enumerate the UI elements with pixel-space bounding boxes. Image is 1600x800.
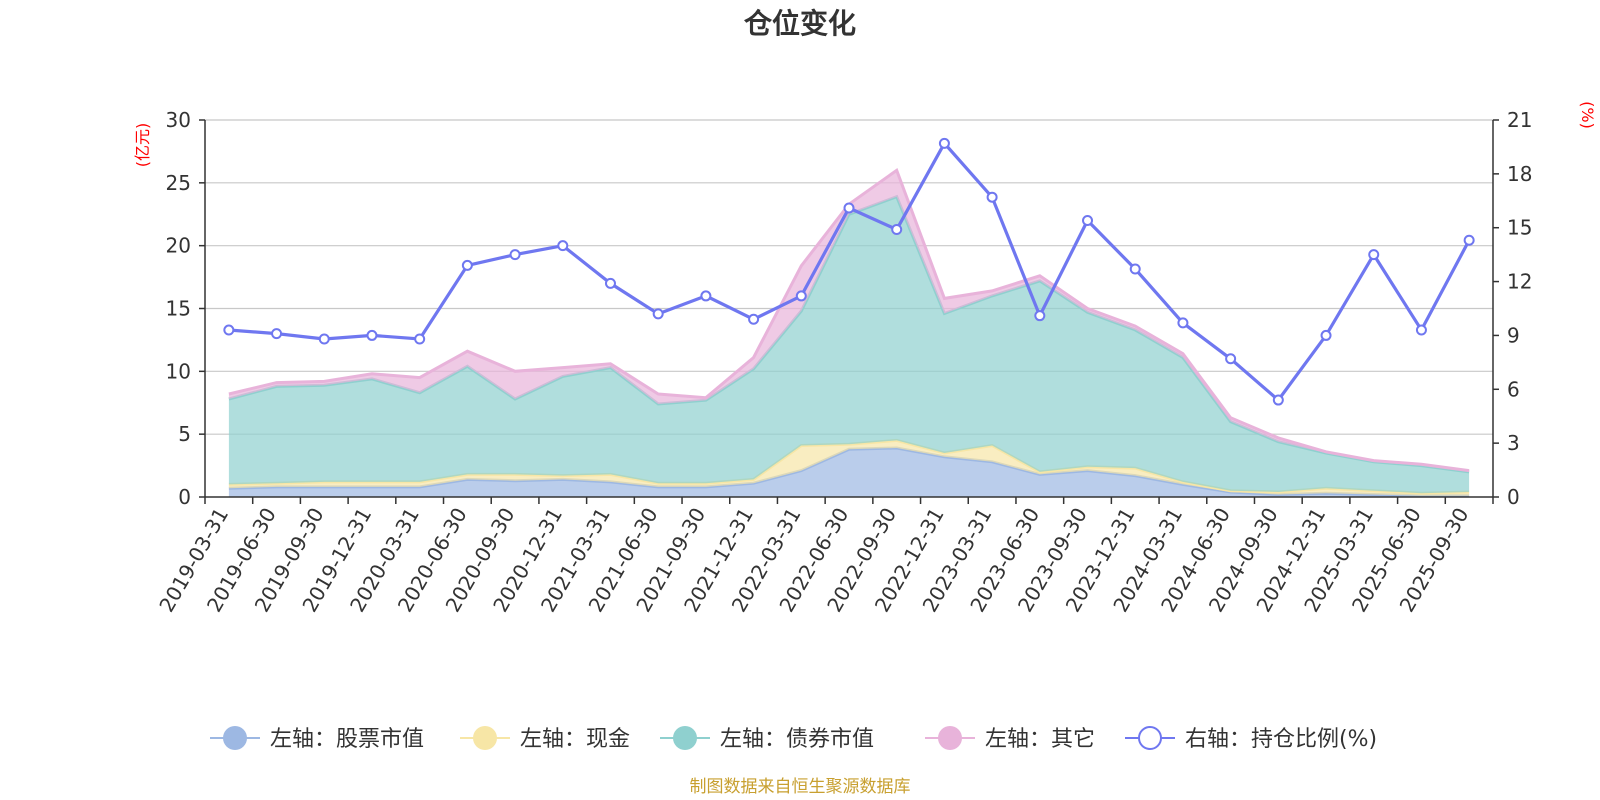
legend-item[interactable]: 左轴：现金 xyxy=(460,726,630,752)
ratio-point[interactable] xyxy=(1177,317,1189,329)
ratio-point[interactable] xyxy=(938,137,950,149)
line-series xyxy=(223,137,1475,406)
ratio-point[interactable] xyxy=(223,324,235,336)
ratio-point[interactable] xyxy=(1415,324,1427,336)
area-左轴：股票市值 xyxy=(228,448,1470,497)
ratio-point[interactable] xyxy=(366,329,378,341)
left-axis-ticks: 0 5 10 15 20 25 30 xyxy=(166,108,205,509)
ratio-point[interactable] xyxy=(986,191,998,203)
right-tick-label: 0 xyxy=(1507,485,1520,509)
ratio-point[interactable] xyxy=(700,290,712,302)
right-axis-ticks: 0 3 6 9 12 15 18 21 xyxy=(1493,108,1532,509)
right-tick-label: 15 xyxy=(1507,216,1532,240)
left-tick-label: 0 xyxy=(178,485,191,509)
left-tick-label: 25 xyxy=(166,171,191,195)
legend-marker xyxy=(938,726,962,750)
ratio-point[interactable] xyxy=(1463,234,1475,246)
ratio-point[interactable] xyxy=(1320,329,1332,341)
ratio-point[interactable] xyxy=(1272,394,1284,406)
ratio-point[interactable] xyxy=(795,290,807,302)
ratio-point[interactable] xyxy=(318,333,330,345)
ratio-point[interactable] xyxy=(1129,263,1141,275)
ratio-point[interactable] xyxy=(1034,310,1046,322)
legend[interactable]: 左轴：股票市值 左轴：现金 左轴：债券市值 左轴：其它 右轴：持仓比例(%) xyxy=(210,726,1377,752)
ratio-point[interactable] xyxy=(748,313,760,325)
x-axis-ticks: 2019-03-312019-06-302019-09-302019-12-31… xyxy=(154,497,1494,616)
source-note: 制图数据来自恒生聚源数据库 xyxy=(690,777,911,797)
ratio-point[interactable] xyxy=(843,202,855,214)
legend-label: 右轴：持仓比例(%) xyxy=(1185,727,1377,752)
right-tick-label: 18 xyxy=(1507,162,1532,186)
left-tick-label: 5 xyxy=(178,422,191,446)
legend-marker xyxy=(673,726,697,750)
ratio-point[interactable] xyxy=(1368,249,1380,261)
legend-item[interactable]: 左轴：股票市值 xyxy=(210,726,424,752)
ratio-point[interactable] xyxy=(461,259,473,271)
ratio-point[interactable] xyxy=(1225,353,1237,365)
ratio-point[interactable] xyxy=(891,224,903,236)
legend-item[interactable]: 右轴：持仓比例(%) xyxy=(1125,726,1377,752)
right-axis-unit: (%) xyxy=(1578,101,1597,129)
legend-marker xyxy=(1138,726,1162,750)
right-tick-label: 12 xyxy=(1507,270,1532,294)
legend-item[interactable]: 左轴：其它 xyxy=(925,726,1095,752)
right-tick-label: 21 xyxy=(1507,108,1532,132)
right-tick-label: 9 xyxy=(1507,323,1520,347)
legend-label: 左轴：其它 xyxy=(985,727,1095,752)
right-tick-label: 3 xyxy=(1507,431,1520,455)
chart-title: 仓位变化 xyxy=(744,7,856,40)
left-axis-unit: (亿元) xyxy=(133,123,152,168)
ratio-point[interactable] xyxy=(414,333,426,345)
ratio-point[interactable] xyxy=(652,308,664,320)
ratio-point[interactable] xyxy=(557,240,569,252)
ratio-point[interactable] xyxy=(271,328,283,340)
left-tick-label: 10 xyxy=(166,359,191,383)
ratio-point[interactable] xyxy=(509,249,521,261)
area-左轴：债券市值 xyxy=(228,196,1470,494)
legend-item[interactable]: 左轴：债券市值 xyxy=(660,726,874,752)
area-series xyxy=(228,167,1470,498)
ratio-point[interactable] xyxy=(1082,215,1094,227)
ratio-point[interactable] xyxy=(604,277,616,289)
left-tick-label: 15 xyxy=(166,297,191,321)
legend-label: 左轴：现金 xyxy=(520,727,630,752)
legend-marker xyxy=(473,726,497,750)
legend-label: 左轴：债券市值 xyxy=(720,727,874,752)
legend-label: 左轴：股票市值 xyxy=(270,727,424,752)
legend-marker xyxy=(223,726,247,750)
left-tick-label: 20 xyxy=(166,234,191,258)
right-tick-label: 6 xyxy=(1507,377,1520,401)
left-tick-label: 30 xyxy=(166,108,191,132)
